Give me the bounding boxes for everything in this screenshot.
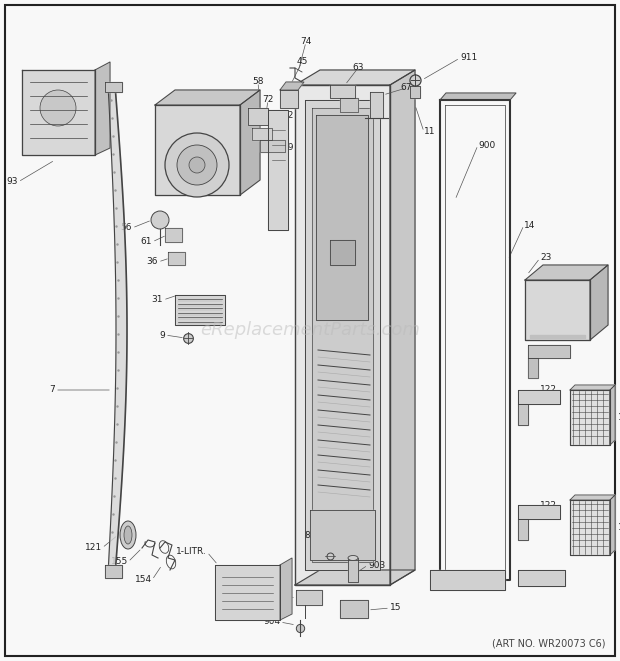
Text: 9: 9 [159, 330, 165, 340]
Text: 7: 7 [49, 385, 55, 395]
Text: 900: 900 [478, 141, 495, 149]
Text: 74: 74 [300, 38, 312, 46]
Text: 31: 31 [151, 295, 163, 305]
Text: 62: 62 [282, 110, 294, 120]
Polygon shape [525, 280, 590, 340]
Ellipse shape [124, 526, 132, 544]
Text: 36: 36 [146, 258, 158, 266]
Polygon shape [330, 240, 355, 265]
Polygon shape [316, 115, 368, 320]
Text: 63: 63 [352, 63, 364, 73]
Polygon shape [518, 519, 528, 540]
Text: 12: 12 [254, 588, 265, 596]
Polygon shape [105, 82, 122, 92]
Text: 904: 904 [263, 617, 280, 627]
Polygon shape [518, 390, 560, 404]
Polygon shape [260, 140, 285, 152]
Polygon shape [610, 495, 615, 555]
Polygon shape [528, 345, 570, 358]
Text: 23: 23 [540, 254, 551, 262]
Polygon shape [22, 70, 95, 155]
Polygon shape [340, 98, 358, 112]
Text: 69: 69 [282, 143, 294, 153]
Text: 61: 61 [141, 237, 152, 247]
Polygon shape [280, 82, 304, 90]
Circle shape [165, 133, 229, 197]
Text: 58: 58 [252, 77, 264, 87]
Polygon shape [518, 505, 560, 519]
Polygon shape [280, 558, 292, 620]
Polygon shape [248, 108, 268, 125]
Polygon shape [240, 90, 260, 195]
Polygon shape [570, 500, 610, 555]
Polygon shape [280, 90, 298, 108]
Text: 122: 122 [540, 500, 557, 510]
Text: 14: 14 [524, 221, 536, 229]
Polygon shape [175, 295, 225, 325]
Polygon shape [410, 86, 420, 98]
Polygon shape [215, 565, 280, 620]
Polygon shape [348, 558, 358, 582]
Polygon shape [610, 385, 615, 445]
Polygon shape [252, 128, 272, 140]
Polygon shape [95, 62, 110, 155]
Text: 911: 911 [460, 54, 477, 63]
Text: 72: 72 [262, 95, 273, 104]
Polygon shape [528, 358, 538, 378]
Polygon shape [168, 252, 185, 265]
Text: 45: 45 [296, 58, 308, 67]
Polygon shape [105, 565, 122, 578]
Polygon shape [108, 85, 127, 575]
Polygon shape [370, 92, 383, 118]
Text: 11: 11 [424, 128, 435, 137]
Polygon shape [155, 90, 260, 105]
Text: 1-LITR.: 1-LITR. [176, 547, 207, 557]
Polygon shape [590, 265, 608, 340]
Polygon shape [310, 510, 375, 560]
Circle shape [189, 157, 205, 173]
Ellipse shape [120, 521, 136, 549]
Polygon shape [155, 105, 240, 195]
Polygon shape [312, 108, 373, 562]
Text: 15: 15 [390, 603, 402, 613]
Polygon shape [530, 335, 585, 338]
Circle shape [40, 90, 76, 126]
Polygon shape [268, 110, 288, 230]
Text: 122: 122 [540, 385, 557, 395]
Polygon shape [518, 570, 565, 586]
Text: 56: 56 [120, 223, 132, 233]
Polygon shape [305, 100, 380, 570]
Text: 903: 903 [368, 561, 385, 570]
Text: 154: 154 [135, 576, 152, 584]
Ellipse shape [348, 555, 358, 561]
Polygon shape [295, 85, 390, 585]
Text: 80: 80 [304, 531, 316, 539]
Text: 125: 125 [618, 414, 620, 422]
Polygon shape [295, 570, 415, 585]
Polygon shape [570, 390, 610, 445]
Text: (ART NO. WR20073 C6): (ART NO. WR20073 C6) [492, 638, 605, 648]
Text: 121: 121 [85, 543, 102, 553]
Text: 93: 93 [6, 178, 18, 186]
Polygon shape [440, 93, 516, 100]
Polygon shape [525, 265, 608, 280]
Text: 67: 67 [401, 83, 412, 93]
Text: eReplacementParts.com: eReplacementParts.com [200, 321, 420, 339]
Text: 125: 125 [618, 524, 620, 533]
Polygon shape [340, 600, 368, 618]
Circle shape [151, 211, 169, 229]
Circle shape [177, 145, 217, 185]
Polygon shape [518, 404, 528, 425]
Polygon shape [295, 70, 415, 85]
Polygon shape [570, 385, 615, 390]
Polygon shape [570, 495, 615, 500]
Polygon shape [390, 70, 415, 585]
Polygon shape [296, 590, 322, 605]
Text: 122: 122 [540, 576, 557, 584]
Text: 155: 155 [111, 557, 128, 566]
Polygon shape [430, 570, 505, 590]
Polygon shape [165, 228, 182, 242]
Polygon shape [330, 85, 355, 98]
